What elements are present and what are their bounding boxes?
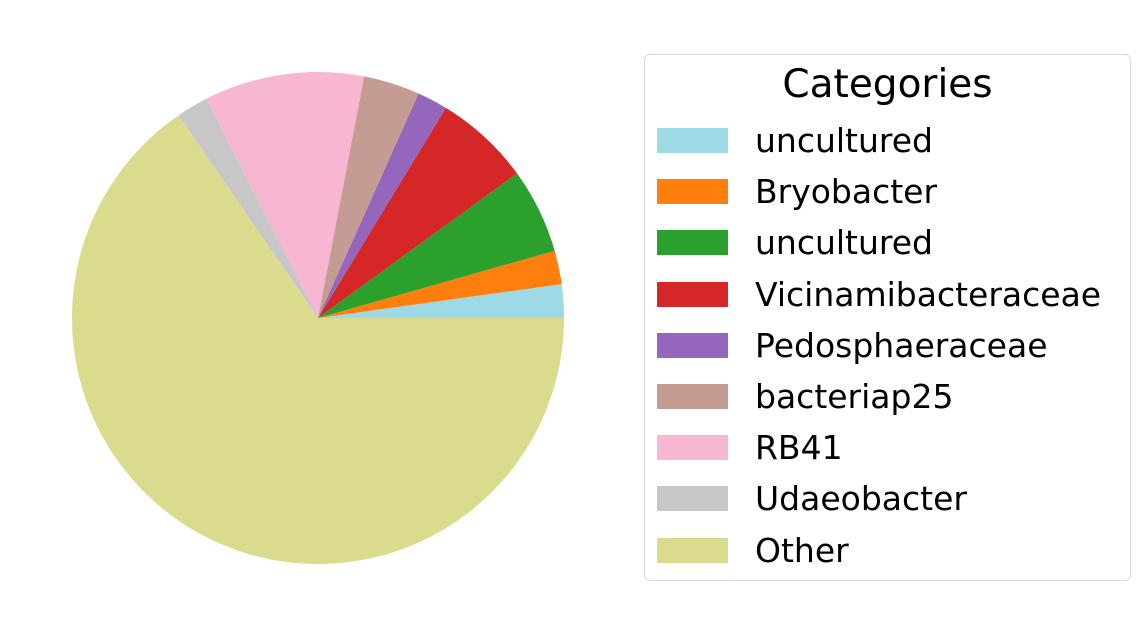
legend-entry: Other	[645, 525, 1130, 576]
legend-entry: Bryobacter	[645, 166, 1130, 217]
pie-slice-1	[318, 250, 562, 318]
legend-label: Vicinamibacteraceae	[755, 274, 1102, 314]
legend-swatch	[657, 230, 728, 256]
legend-swatch	[657, 179, 728, 205]
legend-swatch	[657, 332, 728, 358]
pie-slice-6	[206, 72, 365, 318]
legend-label: Other	[755, 530, 849, 570]
pie-slice-4	[318, 93, 446, 318]
legend-label: RB41	[755, 428, 843, 468]
pie-slice-5	[318, 76, 419, 318]
pie-chart	[71, 72, 564, 564]
pie-slice-8	[71, 115, 564, 564]
legend-label: Pedosphaeraceae	[755, 325, 1048, 365]
pie-slice-2	[318, 173, 555, 318]
legend-entry: Udaeobacter	[645, 473, 1130, 524]
legend-label: Bryobacter	[755, 172, 938, 212]
legend-swatch	[657, 128, 728, 153]
legend-swatch	[657, 486, 728, 512]
legend-label: uncultured	[755, 121, 934, 160]
legend-swatch	[657, 384, 728, 409]
legend-entry: Pedosphaeraceae	[645, 320, 1130, 371]
pie-slice-0	[318, 284, 564, 318]
legend-label: Udaeobacter	[755, 479, 967, 519]
legend-entry: RB41	[645, 422, 1130, 473]
legend-swatch	[657, 435, 728, 461]
legend-entry: uncultured	[645, 217, 1130, 268]
legend-swatch	[657, 537, 728, 563]
legend-swatch	[657, 281, 728, 307]
legend: Categories uncultured Bryobacter unculture…	[644, 54, 1131, 581]
legend-label: bacteriap25	[755, 377, 954, 416]
pie-slice-3	[318, 107, 518, 318]
pie-slice-7	[178, 98, 318, 318]
legend-label: uncultured	[755, 223, 934, 263]
legend-entry: Vicinamibacteraceae	[645, 269, 1130, 320]
legend-entry: uncultured	[645, 115, 1130, 166]
legend-entry: bacteriap25	[645, 371, 1130, 422]
legend-title: Categories	[782, 62, 993, 107]
